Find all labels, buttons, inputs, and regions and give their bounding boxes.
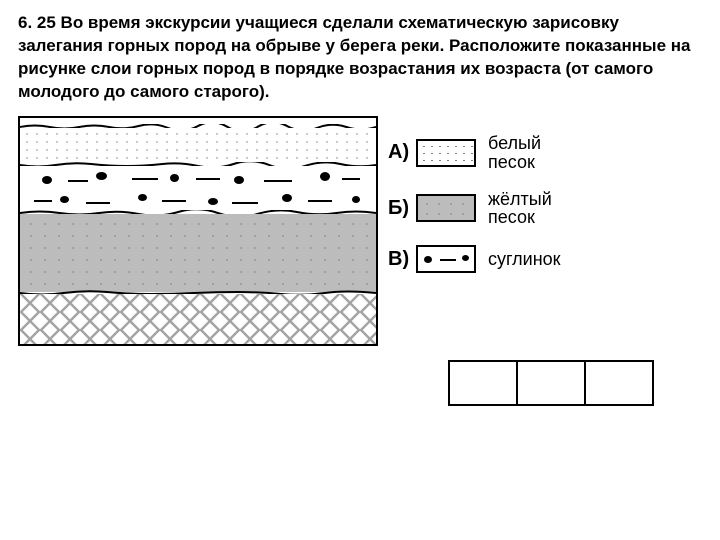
legend-item-v: В) суглинок bbox=[388, 245, 561, 273]
legend-swatch-yellow-sand bbox=[416, 194, 476, 222]
legend-item-a: А) белый песок bbox=[388, 134, 561, 172]
legend-label: жёлтый песок bbox=[488, 190, 552, 228]
strata-diagram bbox=[18, 116, 378, 346]
answer-cell-2[interactable] bbox=[516, 360, 586, 406]
legend-letter: Б) bbox=[388, 197, 416, 220]
layer-yellow-sand bbox=[20, 214, 376, 292]
question-number: 6. 25 bbox=[18, 13, 56, 32]
legend-label: белый песок bbox=[488, 134, 541, 172]
figure-row: А) белый песок Б) жёлтый песок В) суглин… bbox=[18, 116, 702, 346]
layer-loam bbox=[20, 166, 376, 212]
legend-letter: А) bbox=[388, 141, 416, 164]
layer-bottom bbox=[20, 294, 376, 346]
legend-letter: В) bbox=[388, 248, 416, 271]
question-text: 6. 25 Во время экскурсии учащиеся сделал… bbox=[18, 12, 702, 104]
page: 6. 25 Во время экскурсии учащиеся сделал… bbox=[0, 0, 720, 418]
legend: А) белый песок Б) жёлтый песок В) суглин… bbox=[378, 116, 561, 292]
answer-cell-3[interactable] bbox=[584, 360, 654, 406]
legend-swatch-loam bbox=[416, 245, 476, 273]
answer-grid bbox=[448, 360, 702, 406]
legend-label: суглинок bbox=[488, 250, 561, 269]
loam-pattern bbox=[20, 166, 376, 212]
layer-white-sand bbox=[20, 128, 376, 164]
answer-cell-1[interactable] bbox=[448, 360, 518, 406]
question-body: Во время экскурсии учащиеся сделали схем… bbox=[18, 13, 690, 101]
legend-item-b: Б) жёлтый песок bbox=[388, 190, 561, 228]
legend-swatch-white-sand bbox=[416, 139, 476, 167]
